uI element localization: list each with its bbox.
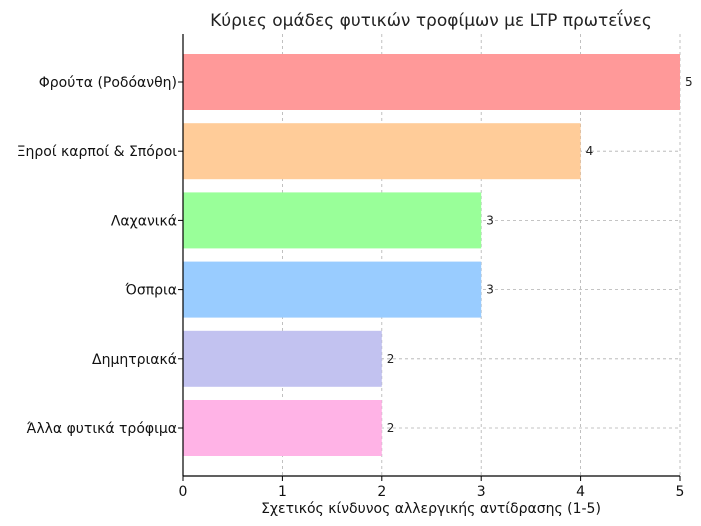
bar-value-label: 3 — [486, 283, 494, 297]
category-label: Ξηροί καρποί & Σπόροι — [17, 144, 178, 160]
bar — [183, 123, 581, 180]
chart-title: Κύριες ομάδες φυτικών τροφίμων με LTP πρ… — [210, 8, 652, 31]
bar-value-label: 2 — [387, 421, 395, 435]
x-tick-label: 5 — [676, 484, 685, 500]
x-tick-label: 3 — [477, 484, 486, 500]
category-label: Δημητριακά — [92, 352, 177, 368]
x-tick-label: 0 — [179, 484, 188, 500]
bar — [183, 54, 680, 110]
x-tick-label: 4 — [576, 484, 585, 500]
x-axis-title: Σχετικός κίνδυνος αλλεργικής αντίδρασης … — [261, 501, 601, 517]
category-labels: Φρούτα (Ροδόανθη) Ξηροί καρποί & Σπόροι Λα… — [17, 75, 183, 437]
x-tick-label: 2 — [377, 484, 386, 500]
bar — [183, 192, 482, 249]
category-label: Άλλα φυτικά τρόφιμα — [27, 421, 177, 437]
bar-value-label: 2 — [387, 352, 395, 366]
category-label: Όσπρια — [124, 283, 177, 299]
bar — [183, 400, 382, 456]
bar — [183, 330, 382, 387]
value-labels: 5 4 3 3 2 2 — [387, 75, 693, 435]
x-tick-labels: 0 1 2 3 4 5 — [179, 476, 685, 500]
category-label: Φρούτα (Ροδόανθη) — [39, 75, 177, 91]
bar — [183, 261, 482, 318]
bar-value-label: 4 — [586, 144, 594, 158]
bar-value-label: 3 — [486, 213, 494, 227]
category-label: Λαχανικά — [111, 213, 177, 229]
bar-value-label: 5 — [685, 75, 693, 89]
x-tick-label: 1 — [278, 484, 287, 500]
bars — [183, 54, 680, 456]
